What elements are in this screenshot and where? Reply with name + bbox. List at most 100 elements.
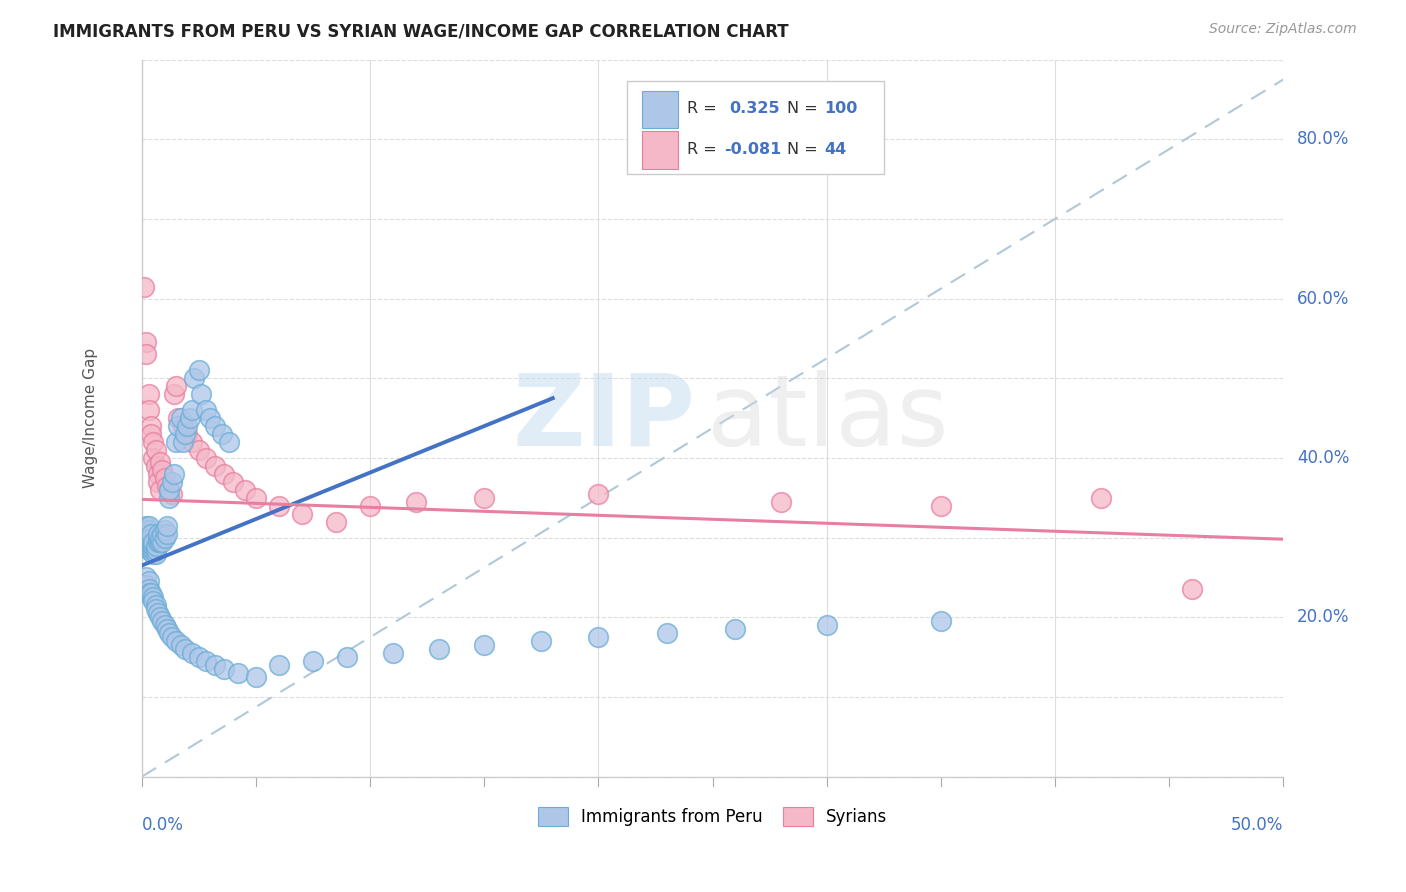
Point [325, 515, 347, 529]
Point [139, 542, 162, 557]
Point [181, 646, 204, 660]
Point [149, 455, 172, 469]
Point [359, 499, 381, 513]
Point [157, 483, 180, 497]
Point [194, 450, 217, 465]
Point [156, 479, 179, 493]
Point [169, 638, 191, 652]
Point [190, 387, 212, 401]
Text: 20.0%: 20.0% [1296, 608, 1350, 626]
Point [176, 427, 198, 442]
Point [135, 526, 157, 541]
Point [194, 654, 217, 668]
Point [139, 534, 162, 549]
Point [138, 534, 160, 549]
Text: Wage/Income Gap: Wage/Income Gap [83, 348, 98, 488]
Point [139, 419, 162, 434]
Text: Source: ZipAtlas.com: Source: ZipAtlas.com [1209, 22, 1357, 37]
Point [138, 542, 160, 557]
Point [145, 442, 167, 457]
Point [139, 427, 162, 442]
Point [135, 531, 157, 545]
Point [336, 650, 359, 665]
Point [138, 387, 160, 401]
Point [135, 570, 157, 584]
Point [160, 487, 183, 501]
Point [179, 411, 201, 425]
Text: R =: R = [688, 102, 717, 116]
Point [145, 539, 167, 553]
Point [174, 427, 197, 442]
Point [233, 483, 256, 497]
Point [149, 483, 172, 497]
Point [138, 531, 160, 545]
Point [211, 427, 233, 442]
Point [138, 582, 160, 597]
Point [204, 419, 226, 434]
Point [200, 411, 222, 425]
Point [929, 499, 952, 513]
Point [267, 499, 290, 513]
Point [142, 435, 165, 450]
Point [472, 491, 495, 505]
Point [135, 347, 157, 361]
FancyBboxPatch shape [641, 131, 678, 169]
Point [138, 523, 160, 537]
Point [157, 491, 180, 505]
Point [145, 547, 167, 561]
Point [181, 403, 204, 417]
Point [153, 523, 176, 537]
Point [135, 335, 157, 350]
Point [176, 419, 198, 434]
Text: atlas: atlas [707, 369, 949, 467]
Point [138, 518, 160, 533]
Point [194, 403, 217, 417]
Point [165, 435, 187, 450]
Point [472, 638, 495, 652]
Point [172, 435, 194, 450]
Point [145, 458, 167, 473]
Point [146, 467, 169, 481]
Point [588, 630, 610, 644]
Point [135, 534, 157, 549]
Point [139, 539, 162, 553]
Text: 80.0%: 80.0% [1296, 130, 1350, 148]
Point [427, 642, 450, 657]
Point [212, 662, 235, 676]
Point [134, 523, 156, 537]
Text: 60.0%: 60.0% [1296, 290, 1350, 308]
Point [145, 602, 167, 616]
Point [167, 419, 190, 434]
Point [163, 467, 186, 481]
Point [245, 491, 267, 505]
Point [146, 531, 169, 545]
Text: 0.325: 0.325 [730, 102, 780, 116]
Point [145, 599, 167, 613]
Point [187, 363, 209, 377]
Point [134, 526, 156, 541]
Point [167, 411, 190, 425]
Point [157, 483, 180, 497]
Point [181, 435, 204, 450]
Point [156, 622, 179, 636]
Point [724, 622, 747, 636]
Point [146, 526, 169, 541]
Point [245, 670, 267, 684]
Point [150, 534, 173, 549]
Point [815, 618, 838, 632]
Point [138, 526, 160, 541]
FancyBboxPatch shape [641, 91, 678, 128]
Point [153, 618, 176, 632]
Point [655, 626, 678, 640]
Point [142, 591, 165, 605]
Text: 0.0%: 0.0% [142, 816, 184, 834]
Text: ZIP: ZIP [513, 369, 696, 467]
Point [135, 539, 157, 553]
Text: N =: N = [787, 102, 817, 116]
Point [1090, 491, 1112, 505]
Text: 50.0%: 50.0% [1230, 816, 1284, 834]
Point [149, 534, 172, 549]
Point [222, 475, 245, 489]
Point [160, 475, 183, 489]
Point [226, 666, 249, 681]
